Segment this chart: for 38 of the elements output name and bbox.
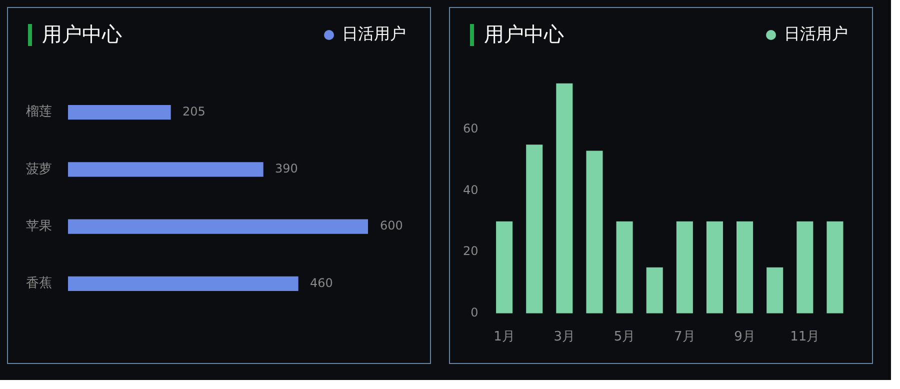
bar [826,221,844,314]
bar [556,83,573,314]
bar [586,150,603,314]
chart-title: 用户中心 [42,21,122,48]
bar [496,221,513,314]
bar [646,267,663,314]
y-tick-label: 榴莲 [26,104,52,120]
bar [68,162,264,177]
y-tick-label: 菠萝 [26,162,52,177]
y-tick-label: 0 [470,306,478,320]
x-tick-label: 7月 [674,330,696,345]
bar [526,144,543,314]
chart-title: 用户中心 [484,21,564,48]
bar [68,219,368,234]
bar [68,105,171,120]
bar [68,276,298,291]
bar [676,221,693,314]
x-tick-label: 1月 [494,330,515,345]
legend-label: 日活用户 [342,24,406,45]
data-label: 600 [380,218,403,233]
y-tick-label: 40 [462,182,478,197]
x-tick-label: 3月 [554,330,576,345]
x-tick-label: 9月 [734,330,756,345]
bar [766,267,784,314]
y-tick-label: 60 [462,121,478,136]
data-label: 390 [275,162,298,176]
bar [796,221,814,314]
bar [706,221,723,314]
bar [736,221,754,314]
data-label: 205 [182,104,206,118]
x-tick-label: 11月 [790,330,820,345]
y-tick-label: 香蕉 [26,276,52,292]
y-tick-label: 20 [462,244,478,258]
bar [616,221,633,314]
legend-label: 日活用户 [784,24,848,45]
x-tick-label: 5月 [614,330,636,345]
data-label: 460 [310,276,333,290]
y-tick-label: 苹果 [26,218,52,234]
